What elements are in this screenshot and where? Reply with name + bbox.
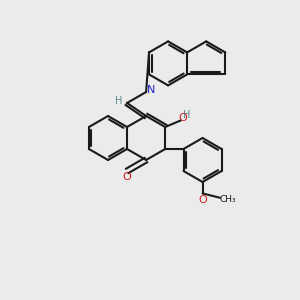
Text: O: O xyxy=(178,113,187,123)
Text: N: N xyxy=(147,85,155,95)
Text: H: H xyxy=(183,110,190,120)
Text: O: O xyxy=(123,172,131,182)
Text: CH₃: CH₃ xyxy=(219,195,236,204)
Text: H: H xyxy=(116,96,123,106)
Text: O: O xyxy=(198,195,207,206)
